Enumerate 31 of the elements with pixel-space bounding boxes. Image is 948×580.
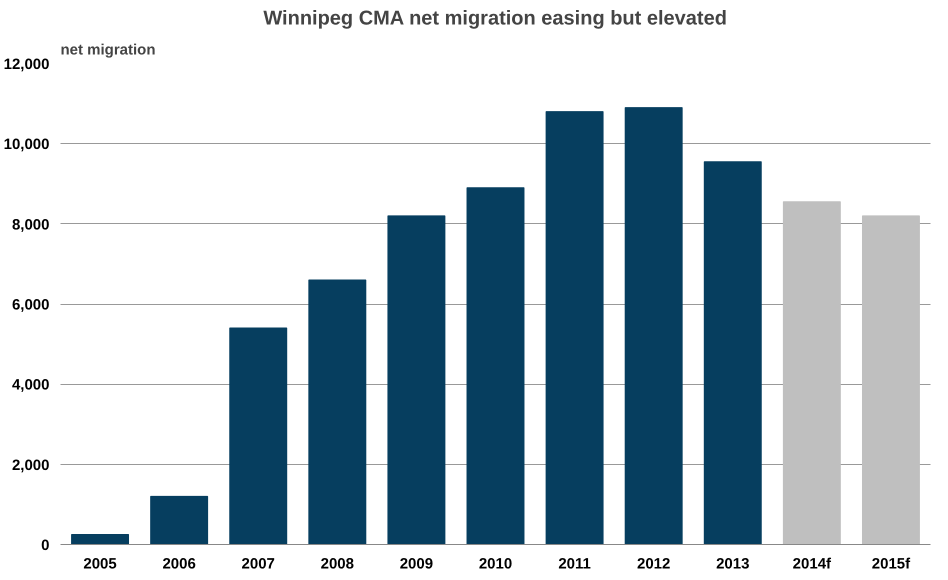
bar (71, 534, 130, 544)
x-tick-label: 2010 (478, 556, 512, 572)
bar (624, 107, 683, 544)
bar (546, 111, 604, 544)
x-tick-label: 2008 (320, 556, 354, 572)
chart-title: Winnipeg CMA net migration easing but elevated (263, 8, 727, 30)
bar (150, 496, 208, 544)
y-axis-title: net migration (60, 42, 156, 58)
y-tick-label: 2,000 (12, 456, 50, 474)
bar (782, 201, 841, 544)
x-tick-label: 2013 (716, 556, 750, 572)
bar (862, 215, 920, 544)
x-tick-label: 2015f (872, 556, 912, 572)
y-tick-label: 12,000 (4, 56, 50, 73)
bar (466, 187, 524, 544)
y-tick-label: 10,000 (4, 136, 50, 154)
x-tick-label: 2007 (242, 556, 275, 572)
x-tick-label: 2014f (792, 556, 832, 572)
x-tick-label: 2009 (400, 556, 434, 572)
bar (229, 328, 288, 544)
y-tick-label: 8,000 (12, 216, 50, 234)
x-tick-label: 2011 (558, 556, 591, 572)
y-tick-label: 6,000 (12, 296, 50, 314)
x-tick-label: 2012 (636, 556, 670, 572)
y-tick-label: 0 (41, 537, 50, 554)
bar (387, 215, 446, 544)
bar (308, 279, 366, 544)
bar (704, 161, 762, 544)
x-tick-label: 2005 (83, 556, 117, 572)
y-tick-label: 4,000 (12, 376, 50, 394)
x-tick-label: 2006 (162, 556, 196, 572)
